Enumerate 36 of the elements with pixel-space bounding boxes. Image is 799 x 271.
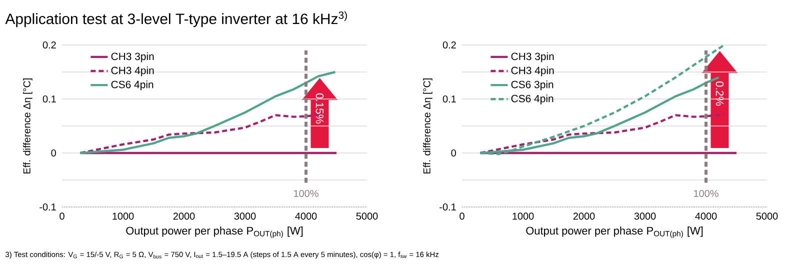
legend-label: CS6 4pin bbox=[511, 94, 554, 104]
x-tick-label: 4000 bbox=[695, 212, 717, 220]
legend-label: CH3 4pin bbox=[511, 66, 554, 76]
y-axis-title: Eff. difference Δη [°C] bbox=[23, 78, 32, 174]
x-tick-label: 1000 bbox=[512, 212, 534, 220]
y-tick-label: 0.1 bbox=[42, 95, 56, 103]
x-tick-label: 0 bbox=[60, 212, 64, 220]
legend-label: CS6 3pin bbox=[511, 80, 554, 90]
legend-label: CH3 4pin bbox=[111, 66, 154, 76]
x-axis-title: Output power per phase P$_{OUT(ph)}$ [W] bbox=[126, 226, 303, 238]
y-tick-label: 0.1 bbox=[442, 95, 456, 103]
x-tick-label: 4000 bbox=[295, 212, 317, 220]
legend-label: CH3 3pin bbox=[111, 52, 154, 62]
chart-title: Application test at 3-level T-type inverter at 16 kHz$^{3)}$ bbox=[5, 11, 347, 28]
legend-label: CS6 4pin bbox=[111, 80, 154, 90]
x-tick-label: 2000 bbox=[173, 212, 195, 220]
annotation: 100% bbox=[694, 190, 718, 198]
x-tick-label: 0 bbox=[460, 212, 464, 220]
annotation: 0.15% bbox=[316, 93, 324, 124]
y-tick-label: 0.2 bbox=[442, 41, 456, 49]
y-axis-title: Eff. difference Δη [°C] bbox=[423, 78, 432, 174]
y-tick-label: 0.2 bbox=[42, 41, 56, 49]
x-tick-label: 3000 bbox=[234, 212, 256, 220]
x-tick-label: 5000 bbox=[356, 212, 378, 220]
y-tick-label: -0.1 bbox=[40, 203, 56, 211]
y-tick-label: 0 bbox=[51, 149, 56, 157]
x-tick-label: 3000 bbox=[634, 212, 656, 220]
x-axis-title: Output power per phase P$_{OUT(ph)}$ [W] bbox=[526, 226, 703, 238]
annotation: 0.2% bbox=[716, 82, 724, 106]
legend-label: CH3 3pin bbox=[511, 52, 554, 62]
x-tick-label: 5000 bbox=[756, 212, 778, 220]
y-tick-label: 0 bbox=[451, 149, 456, 157]
y-tick-label: -0.1 bbox=[440, 203, 456, 211]
annotation: 100% bbox=[294, 190, 318, 198]
x-tick-label: 1000 bbox=[112, 212, 134, 220]
x-tick-label: 2000 bbox=[573, 212, 595, 220]
